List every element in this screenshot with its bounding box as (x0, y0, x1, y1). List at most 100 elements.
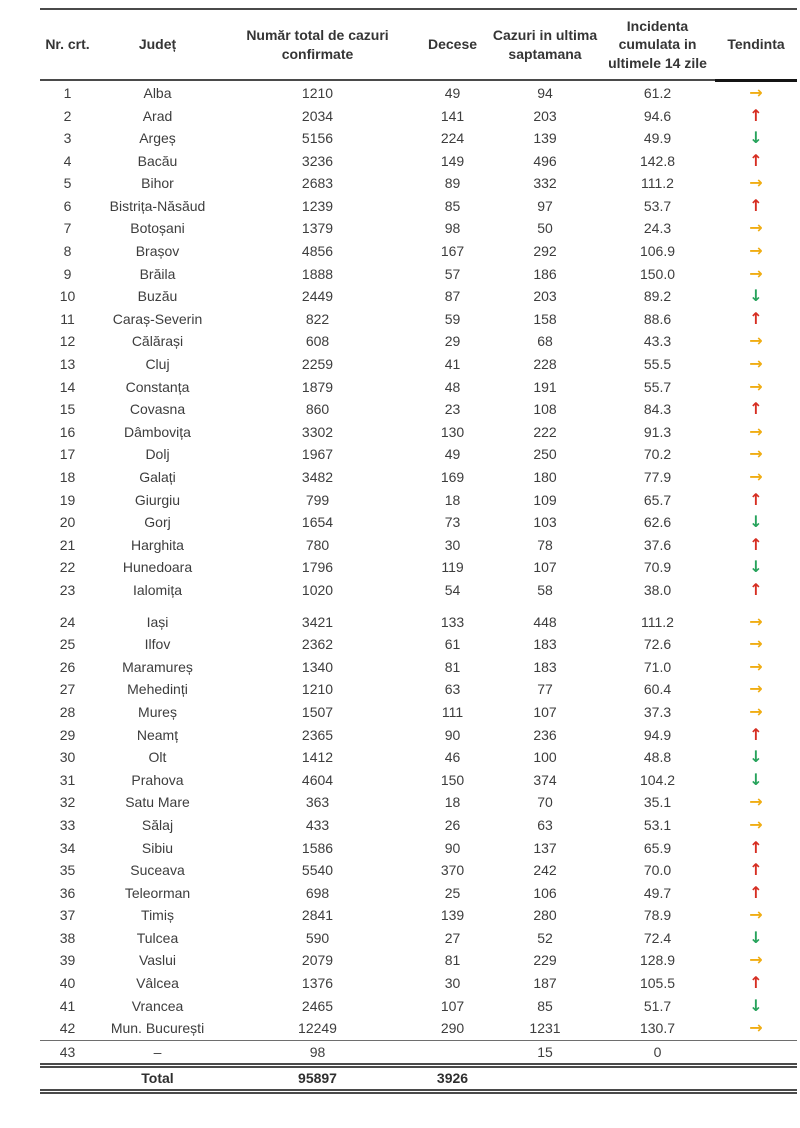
total-cases-cell: 1412 (301, 749, 334, 766)
incidence-cell: 70.9 (643, 559, 672, 576)
last-week-cases-cell: 70 (537, 794, 553, 811)
table-row: 31 Prahova 4604 150 374 104.2 ↓ (40, 769, 797, 792)
county-cell: Vrancea (131, 997, 184, 1014)
last-week-cases-cell: 183 (533, 636, 557, 653)
deaths-cell: 81 (444, 952, 461, 969)
row-number-cell: 20 (59, 514, 76, 531)
total-cases-cell: 1210 (301, 681, 334, 698)
row-number-cell: 37 (59, 907, 76, 924)
trend-cell: ↓ (715, 556, 797, 579)
trend-up-icon: ↑ (749, 399, 763, 419)
incidence-cell: 37.6 (643, 536, 672, 553)
last-week-cases-cell: 68 (537, 333, 553, 350)
trend-right-icon: → (749, 354, 763, 374)
row-number-cell: 18 (59, 469, 76, 485)
table-body: 1 Alba 1210 49 94 61.2 → 2 Arad 2034 141 203 94.6 ↑ 3 A… (40, 80, 797, 1094)
county-cell: Suceava (130, 862, 185, 879)
trend-cell (715, 1039, 797, 1066)
total-cases-cell: 1239 (301, 197, 334, 214)
table-row: 38 Tulcea 590 27 52 72.4 ↓ (40, 927, 797, 950)
total-cases-cell: 698 (305, 884, 330, 901)
incidence-cell: 0 (600, 1039, 715, 1066)
row-number-cell: 30 (59, 749, 76, 766)
header-row: Nr. crt. Județ Număr total de cazuri con… (40, 9, 797, 82)
trend-cell: ↑ (715, 724, 797, 747)
column-header-judet: Județ (95, 9, 220, 82)
deaths-cell: 149 (440, 152, 465, 169)
total-cases-cell: 3236 (301, 152, 334, 169)
trend-cell: → (715, 656, 797, 679)
last-week-cases-cell: 52 (537, 929, 553, 946)
deaths-cell: 133 (440, 613, 465, 630)
row-number-cell: 23 (59, 581, 76, 598)
trend-cell: → (715, 330, 797, 353)
row-number-cell: 21 (59, 536, 76, 553)
trend-down-icon: ↓ (749, 927, 763, 947)
row-number-cell: 25 (59, 636, 76, 653)
incidence-cell: 91.3 (643, 423, 672, 440)
incidence-cell: 71.0 (643, 658, 672, 675)
last-week-cases-cell: 107 (533, 703, 557, 720)
total-cases-cell: 1379 (301, 220, 334, 237)
last-week-cases-cell: 229 (533, 952, 557, 969)
trend-up-icon: ↑ (749, 308, 763, 328)
incidence-cell: 37.3 (643, 703, 672, 720)
row-number-cell: 39 (59, 952, 76, 969)
county-cell: Sibiu (141, 839, 174, 856)
trend-cell: ↑ (715, 105, 797, 128)
trend-right-icon: → (749, 634, 763, 654)
trend-cell: → (715, 814, 797, 837)
incidence-cell: 94.9 (643, 726, 672, 743)
county-cell: Brașov (135, 243, 180, 260)
table-row: 2 Arad 2034 141 203 94.6 ↑ (40, 105, 797, 128)
table-row: 22 Hunedoara 1796 119 107 70.9 ↓ (40, 556, 797, 579)
deaths-cell: 59 (444, 310, 461, 327)
trend-right-icon: → (749, 701, 763, 721)
trend-right-icon: → (749, 421, 763, 441)
incidence-cell: 84.3 (643, 401, 672, 418)
last-week-cases-cell: 137 (533, 839, 557, 856)
column-header-tendinta: Tendinta (715, 9, 797, 82)
incidence-cell: 88.6 (643, 310, 672, 327)
column-header-saptamana: Cazuri in ultima saptamana (490, 9, 600, 82)
last-week-cases-cell: 139 (533, 130, 557, 147)
total-cases-cell: 2259 (301, 356, 334, 373)
last-week-cases-cell: 191 (533, 378, 557, 395)
trend-cell: ↑ (715, 882, 797, 905)
row-number-cell: 41 (59, 997, 76, 1014)
deaths-cell: 54 (444, 581, 461, 598)
county-cell: Dolj (145, 446, 170, 463)
trend-up-icon: ↑ (749, 860, 763, 880)
table-row: 15 Covasna 860 23 108 84.3 ↑ (40, 398, 797, 421)
deaths-cell: 111 (441, 703, 464, 720)
deaths-cell: 41 (444, 356, 461, 373)
table-row: 34 Sibiu 1586 90 137 65.9 ↑ (40, 837, 797, 860)
total-cases-cell: 3482 (301, 469, 334, 485)
last-week-cases-cell: 186 (533, 265, 557, 282)
last-week-cases-cell: 374 (533, 771, 557, 788)
table-row: 26 Maramureș 1340 81 183 71.0 → (40, 656, 797, 679)
county-cell: Alba (143, 84, 172, 101)
deaths-cell: 169 (440, 469, 465, 485)
total-cases-cell: 3421 (301, 613, 334, 630)
deaths-cell: 46 (444, 749, 461, 766)
row-number-cell: 34 (59, 839, 76, 856)
last-week-cases-cell: 100 (533, 749, 557, 766)
deaths-cell (415, 1039, 490, 1066)
county-cell: Timiș (141, 907, 174, 924)
county-cell: Buzău (137, 288, 178, 305)
trend-up-icon: ↑ (749, 534, 763, 554)
deaths-cell: 90 (444, 839, 461, 856)
incidence-cell: 43.3 (643, 333, 672, 350)
table-row: 24 Iași 3421 133 448 111.2 → (40, 602, 797, 634)
deaths-cell: 27 (444, 929, 461, 946)
total-cases-cell: 4856 (301, 243, 334, 260)
trend-cell: ↓ (715, 927, 797, 950)
deaths-cell: 150 (440, 771, 465, 788)
incidence-cell (600, 1062, 715, 1094)
trend-cell: → (715, 353, 797, 376)
deaths-cell: 107 (440, 997, 465, 1014)
incidence-cell: 65.7 (643, 491, 672, 508)
county-cell: Maramureș (122, 658, 193, 675)
trend-cell: → (715, 904, 797, 927)
